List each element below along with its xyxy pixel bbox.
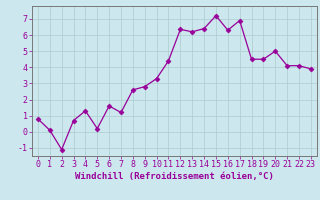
X-axis label: Windchill (Refroidissement éolien,°C): Windchill (Refroidissement éolien,°C) (75, 172, 274, 181)
